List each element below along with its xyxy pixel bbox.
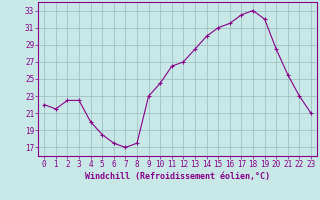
X-axis label: Windchill (Refroidissement éolien,°C): Windchill (Refroidissement éolien,°C) [85, 172, 270, 181]
